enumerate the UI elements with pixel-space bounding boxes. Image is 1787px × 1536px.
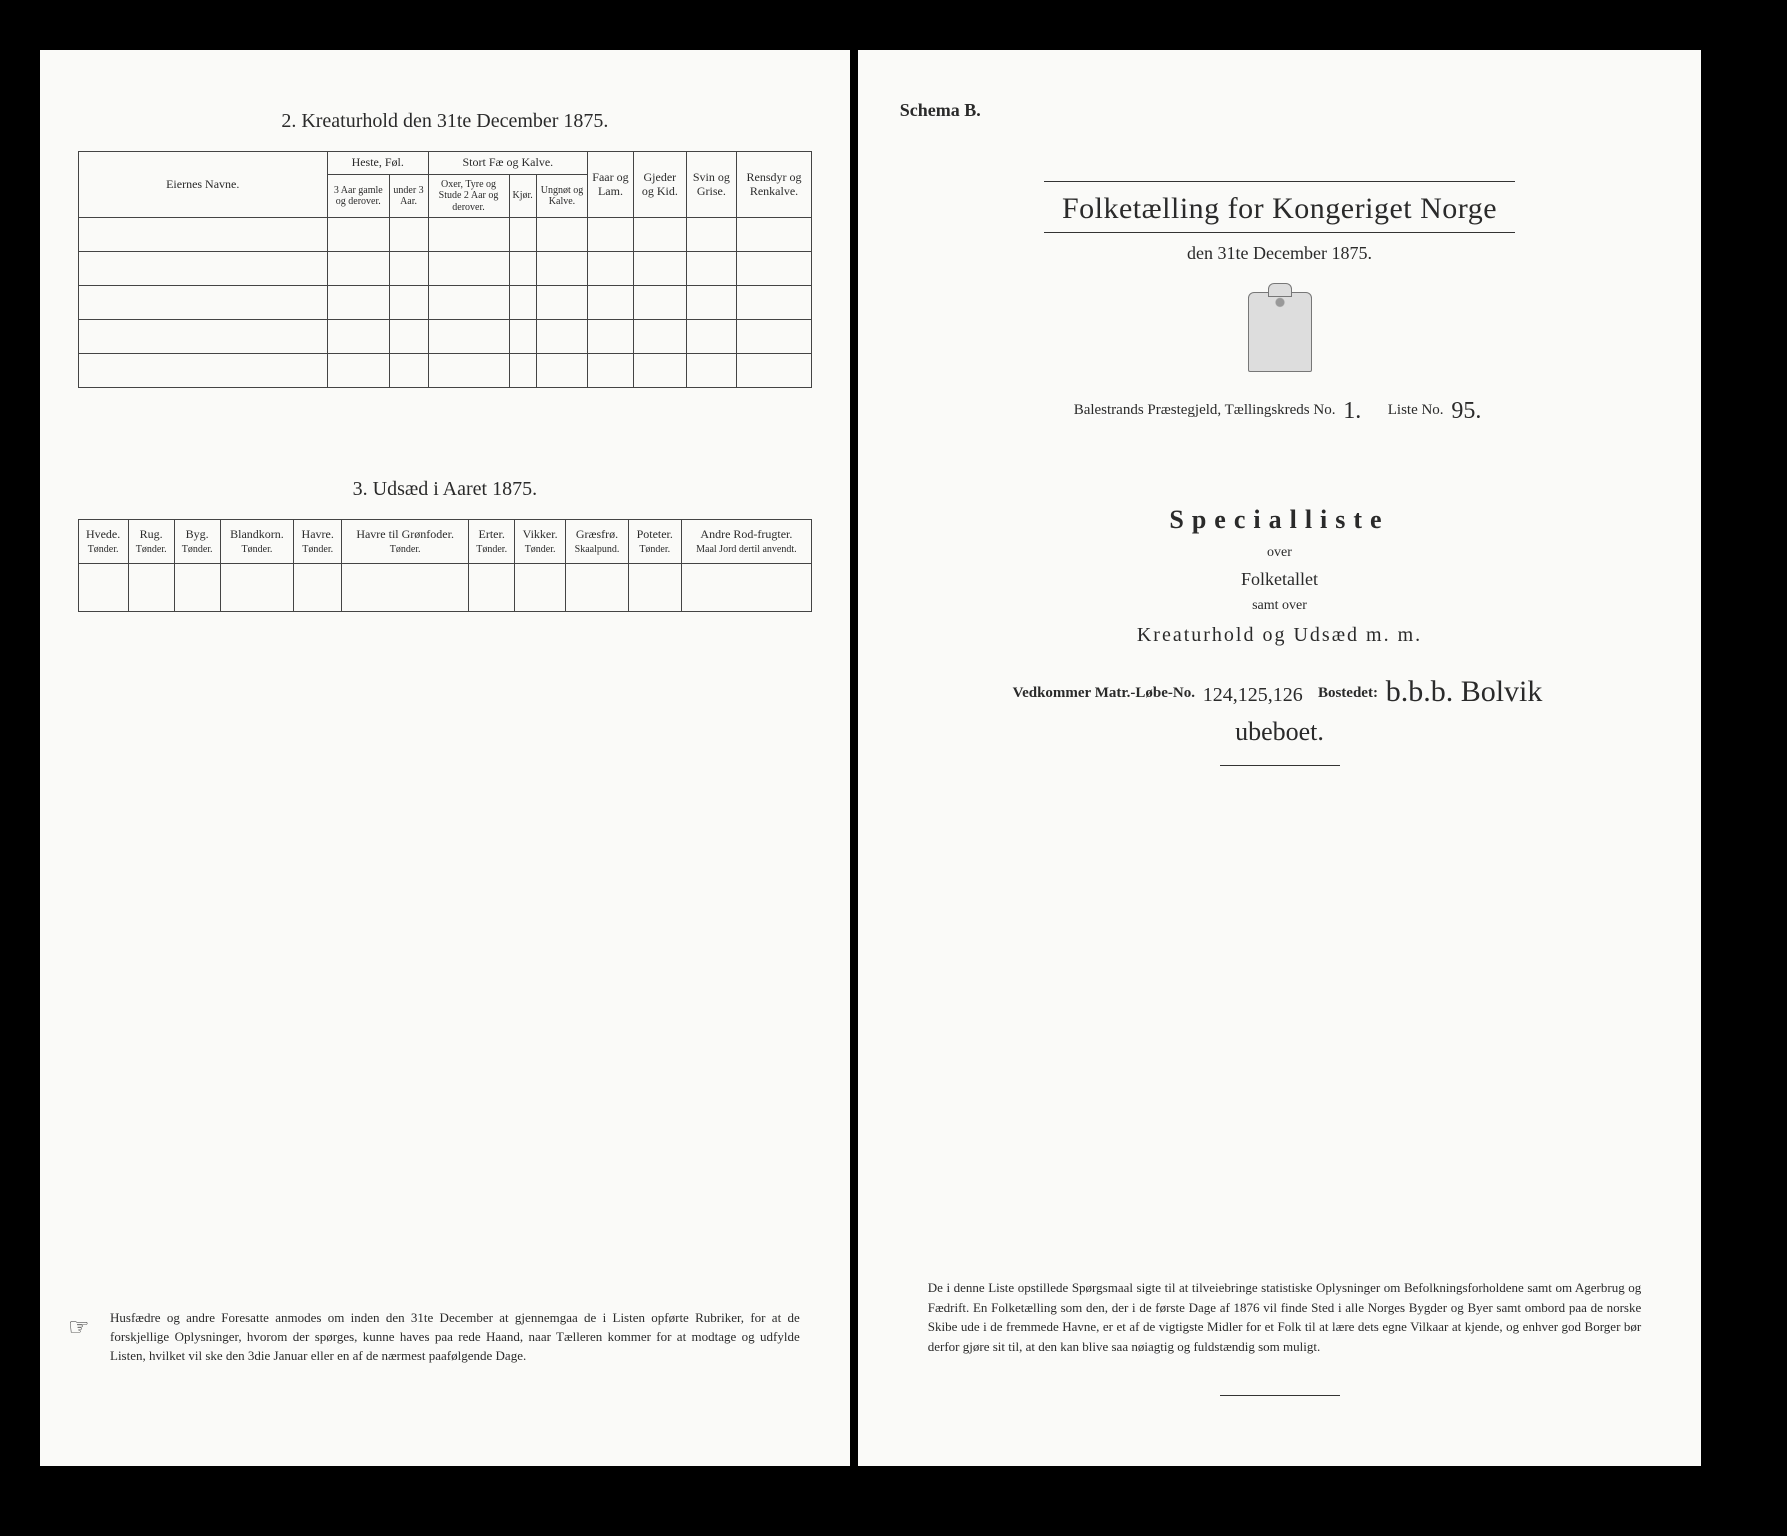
prestegjeld-line: Balestrands Præstegjeld, Tællingskreds N… xyxy=(888,398,1672,425)
main-title: Folketælling for Kongeriget Norge xyxy=(888,192,1672,226)
kreaturhold-line: Kreaturhold og Udsæd m. m. xyxy=(888,624,1672,647)
liste-no: 95. xyxy=(1447,398,1485,425)
lbl: Vikker. xyxy=(523,527,558,541)
vedk-no: 124,125,126 xyxy=(1199,684,1307,707)
unit: Tønder. xyxy=(639,544,670,555)
col-erter: Erter. Tønder. xyxy=(469,520,515,564)
right-page: Schema B. Folketælling for Kongeriget No… xyxy=(858,50,1702,1466)
samt-over: samt over xyxy=(888,598,1672,614)
col-faar: Faar og Lam. xyxy=(588,152,634,218)
table-row xyxy=(78,286,812,320)
coat-of-arms-icon xyxy=(1248,292,1312,372)
lbl: Poteter. xyxy=(637,527,673,541)
lbl: Byg. xyxy=(186,527,209,541)
section-3-title: 3. Udsæd i Aaret 1875. xyxy=(70,478,820,501)
unit: Maal Jord dertil anvendt. xyxy=(696,544,797,555)
table-row xyxy=(78,252,812,286)
group-fae: Stort Fæ og Kalve. xyxy=(428,152,588,175)
rule xyxy=(1044,232,1514,233)
col-havre2: Havre til Grønfoder. Tønder. xyxy=(342,520,469,564)
fae-sub2: Kjør. xyxy=(509,174,536,218)
col-vikker: Vikker. Tønder. xyxy=(515,520,566,564)
lbl: Erter. xyxy=(479,527,505,541)
fae-sub3: Ungnøt og Kalve. xyxy=(536,174,587,218)
rule xyxy=(1220,1395,1340,1396)
unit: Tønder. xyxy=(476,544,507,555)
lbl: Rug. xyxy=(140,527,163,541)
unit: Tønder. xyxy=(302,544,333,555)
folketallet: Folketallet xyxy=(888,569,1672,590)
col-graes: Græsfrø. Skaalpund. xyxy=(566,520,629,564)
col-svin: Svin og Grise. xyxy=(686,152,736,218)
section-2-title: 2. Kreaturhold den 31te December 1875. xyxy=(70,110,820,133)
kreds-no: 1. xyxy=(1339,398,1365,425)
col-andre: Andre Rod-frugter. Maal Jord dertil anve… xyxy=(681,520,812,564)
lbl: Blandkorn. xyxy=(230,527,284,541)
col-owner: Eiernes Navne. xyxy=(78,152,327,218)
bosted-value-2: ubeboet. xyxy=(1231,717,1328,747)
unit: Tønder. xyxy=(390,544,421,555)
bosted-value: b.b.b. Bolvik xyxy=(1382,675,1547,709)
vedkommer-line: Vedkommer Matr.-Løbe-No. 124,125,126 Bos… xyxy=(888,675,1672,709)
unit: Skaalpund. xyxy=(575,544,620,555)
lbl: Havre. xyxy=(302,527,334,541)
vedk-label: Vedkommer Matr.-Løbe-No. xyxy=(1013,685,1195,701)
table-row xyxy=(78,354,812,388)
fae-sub1: Oxer, Tyre og Stude 2 Aar og derover. xyxy=(428,174,509,218)
pointing-hand-icon: ☞ xyxy=(68,1311,90,1346)
udsaed-table: Hvede. Tønder. Rug. Tønder. Byg. Tønder.… xyxy=(78,519,813,612)
liste-label: Liste No. xyxy=(1388,402,1444,418)
col-havre: Havre. Tønder. xyxy=(294,520,342,564)
left-page: 2. Kreaturhold den 31te December 1875. E… xyxy=(40,50,850,1466)
group-heste: Heste, Føl. xyxy=(327,152,428,175)
date-line: den 31te December 1875. xyxy=(888,243,1672,264)
col-poteter: Poteter. Tønder. xyxy=(628,520,681,564)
heste-sub1: 3 Aar gamle og derover. xyxy=(327,174,389,218)
specialliste: Specialliste xyxy=(888,505,1672,535)
col-byg: Byg. Tønder. xyxy=(174,520,220,564)
left-footnote: ☞ Husfædre og andre Foresatte anmodes om… xyxy=(110,1309,800,1366)
col-bland: Blandkorn. Tønder. xyxy=(220,520,294,564)
col-gjeder: Gjeder og Kid. xyxy=(633,152,686,218)
col-hvede: Hvede. Tønder. xyxy=(78,520,128,564)
rule xyxy=(1044,181,1514,182)
title-block: Folketælling for Kongeriget Norge den 31… xyxy=(888,181,1672,766)
scan-area: 2. Kreaturhold den 31te December 1875. E… xyxy=(0,0,1787,1536)
right-footnote: De i denne Liste opstillede Spørgsmaal s… xyxy=(928,1278,1642,1356)
footnote-text: Husfædre og andre Foresatte anmodes om i… xyxy=(110,1310,800,1363)
unit: Tønder. xyxy=(136,544,167,555)
bosted-line-2: ubeboet. xyxy=(888,717,1672,747)
prest-label: Balestrands Præstegjeld, Tællingskreds N… xyxy=(1074,402,1336,418)
unit: Tønder. xyxy=(525,544,556,555)
heste-sub2: under 3 Aar. xyxy=(389,174,428,218)
lbl: Havre til Grønfoder. xyxy=(356,527,454,541)
rule xyxy=(1220,765,1340,766)
unit: Tønder. xyxy=(182,544,213,555)
lbl: Hvede. xyxy=(86,527,120,541)
table-row xyxy=(78,320,812,354)
lbl: Græsfrø. xyxy=(576,527,618,541)
col-rug: Rug. Tønder. xyxy=(128,520,174,564)
table-row xyxy=(78,564,812,612)
bosted-label: Bostedet: xyxy=(1318,685,1378,701)
table-row xyxy=(78,218,812,252)
over: over xyxy=(888,545,1672,561)
schema-label: Schema B. xyxy=(900,100,1672,121)
lbl: Andre Rod-frugter. xyxy=(700,527,792,541)
unit: Tønder. xyxy=(88,544,119,555)
unit: Tønder. xyxy=(242,544,273,555)
kreaturhold-table: Eiernes Navne. Heste, Føl. Stort Fæ og K… xyxy=(78,151,813,388)
col-ren: Rensdyr og Renkalve. xyxy=(736,152,811,218)
